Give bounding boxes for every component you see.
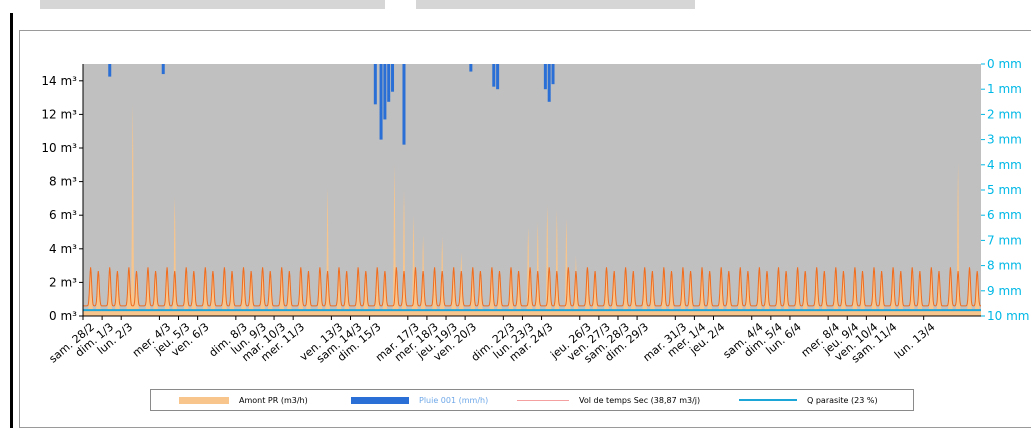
vol-temps-sec-line [83, 267, 981, 307]
legend-swatch-pluie [351, 396, 409, 404]
top-tab-bar-right [416, 0, 695, 9]
y-tick-label: 0 m³ [49, 309, 77, 323]
rain-bar [402, 64, 406, 145]
rain-bar [379, 64, 383, 140]
legend-label-pluie: Pluie 001 (mm/h) [419, 395, 489, 405]
rain-bar [383, 64, 387, 120]
legend-label-parasite: Q parasite (23 %) [807, 395, 878, 405]
rain-bar [492, 64, 496, 87]
y2-tick-label: 3 mm [987, 133, 1022, 147]
y-tick-label: 6 m³ [49, 208, 77, 222]
rain-bar [469, 64, 473, 72]
series-vol-temps-sec [83, 267, 981, 307]
top-tab-bar-left [40, 0, 385, 9]
rain-bar [387, 64, 391, 102]
rain-bar [496, 64, 500, 90]
y2-tick-label: 1 mm [987, 82, 1022, 96]
chart-legend: Amont PR (m3/h) Pluie 001 (mm/h) Vol de … [150, 389, 914, 411]
y-tick-label: 12 m³ [41, 107, 77, 121]
series-pluie-001 [108, 64, 555, 145]
legend-item-pluie: Pluie 001 (mm/h) [351, 390, 488, 410]
rain-bar [543, 64, 547, 90]
y-tick-label: 14 m³ [41, 74, 77, 88]
y2-tick-label: 5 mm [987, 183, 1022, 197]
legend-item-parasite: Q parasite (23 %) [739, 390, 878, 410]
y-tick-label: 10 m³ [41, 141, 77, 155]
legend-item-vol-sec: Vol de temps Sec (38,87 m3/j) [517, 390, 700, 410]
legend-swatch-vol-sec [517, 399, 569, 401]
x-tick-label: lun. 13/4 [892, 320, 938, 361]
plot-area [83, 64, 981, 316]
y2-tick-label: 8 mm [987, 259, 1022, 273]
y-axis-labels: 0 m³ 2 m³ 4 m³ 6 m³ 8 m³ 10 m³ 12 m³ 14 m³ [41, 74, 77, 323]
y2-axis-labels: 0 mm 1 mm 2 mm 3 mm 4 mm 5 mm 6 mm 7 mm 8 mm 9 mm… [987, 57, 1029, 323]
y2-tick-label: 10 mm [987, 309, 1029, 323]
y-tick-label: 4 m³ [49, 242, 77, 256]
y2-tick-label: 4 mm [987, 158, 1022, 172]
y-tick-label: 8 m³ [49, 175, 77, 189]
y-tick-label: 2 m³ [49, 275, 77, 289]
left-margin-rule [10, 13, 13, 428]
rain-bar [108, 64, 112, 77]
rain-bar [161, 64, 165, 75]
y2-tick-label: 2 mm [987, 107, 1022, 121]
y2-tick-label: 7 mm [987, 233, 1022, 247]
rain-bar [547, 64, 551, 102]
rain-bar [373, 64, 377, 105]
legend-swatch-amont [179, 396, 229, 404]
axes [79, 63, 985, 320]
legend-swatch-parasite [739, 399, 797, 401]
rain-bar [391, 64, 395, 92]
legend-label-amont: Amont PR (m3/h) [239, 395, 308, 405]
rain-bar [551, 64, 555, 85]
legend-item-amont: Amont PR (m3/h) [179, 390, 308, 410]
y2-tick-label: 0 mm [987, 57, 1022, 71]
legend-label-vol-sec: Vol de temps Sec (38,87 m3/j) [579, 395, 701, 405]
y2-tick-label: 6 mm [987, 208, 1022, 222]
y2-tick-label: 9 mm [987, 284, 1022, 298]
